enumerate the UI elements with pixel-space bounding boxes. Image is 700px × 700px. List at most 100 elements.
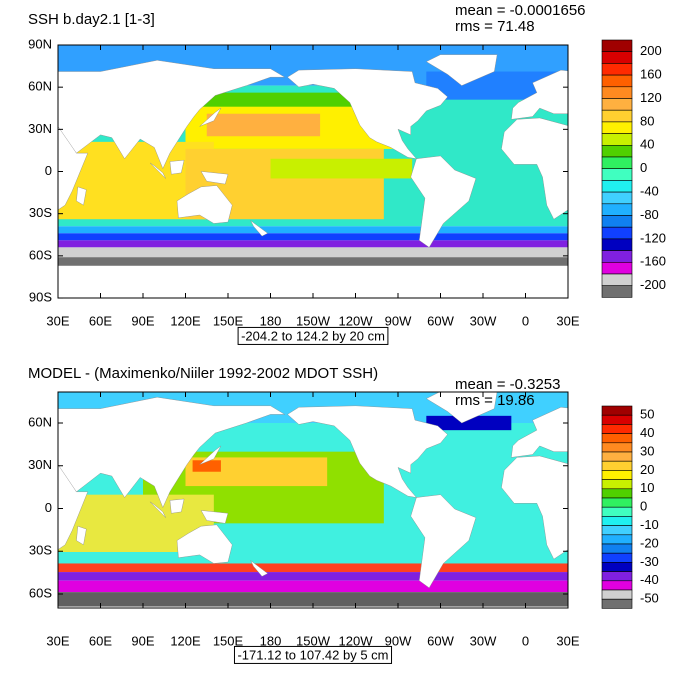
- lon-label: 120E: [170, 633, 201, 648]
- colorbar-box: [601, 180, 633, 193]
- colorbar-box: [601, 156, 633, 169]
- range-box: [233, 645, 393, 664]
- colorbar-box: [601, 74, 633, 88]
- colorbar-box: [601, 580, 633, 591]
- colorbar-box: [601, 598, 633, 609]
- lon-label: 30E: [556, 313, 579, 328]
- colorbar-box: [601, 285, 633, 298]
- colorbar-label: 200: [640, 43, 662, 58]
- lat-label: 60N: [28, 414, 52, 429]
- colorbar-label: 40: [640, 137, 654, 152]
- colorbar-label: 40: [640, 425, 654, 440]
- colorbar-label: 10: [640, 480, 654, 495]
- colorbar-box: [601, 451, 633, 462]
- colorbar-box: [601, 98, 633, 111]
- colorbar-box: [601, 460, 633, 471]
- lon-label: 90E: [131, 313, 154, 328]
- lon-label: 150W: [296, 313, 331, 328]
- panel-title: MODEL - (Maximenko/Niiler 1992-2002 MDOT…: [28, 365, 378, 382]
- colorbar-label: 30: [640, 443, 654, 458]
- rms-label: rms = 19.86: [455, 392, 535, 409]
- lon-label: 180: [260, 313, 282, 328]
- colorbar-box: [601, 433, 633, 444]
- colorbar-box: [601, 516, 633, 526]
- range-label: -204.2 to 124.2 by 20 cm: [241, 328, 385, 343]
- colorbar-label: 120: [640, 90, 662, 105]
- colorbar-box: [601, 497, 633, 508]
- colorbar-label: -120: [640, 230, 666, 245]
- colorbar-label: -40: [640, 184, 659, 199]
- lon-label: 120W: [339, 313, 374, 328]
- colorbar-box: [601, 145, 633, 158]
- colorbar-box: [601, 203, 633, 216]
- colorbar-box: [601, 238, 633, 251]
- lon-label: 30E: [556, 633, 579, 648]
- colorbar-label: -30: [640, 554, 659, 569]
- colorbar-label: 50: [640, 407, 654, 422]
- colorbar-label: 80: [640, 113, 654, 128]
- colorbar-box: [601, 191, 633, 205]
- colorbar-box: [601, 488, 633, 499]
- lon-label: 150E: [213, 633, 244, 648]
- rms-label: rms = 71.48: [455, 18, 535, 35]
- colorbar-box: [601, 86, 633, 99]
- lon-label: 90W: [385, 313, 412, 328]
- colorbar-box: [601, 133, 633, 146]
- colorbar-box: [601, 226, 633, 240]
- map-2: [58, 392, 568, 608]
- colorbar-box: [601, 273, 633, 286]
- colorbar-box: [601, 562, 633, 572]
- colorbar-box: [601, 442, 633, 453]
- colorbar-box: [601, 51, 633, 64]
- colorbar-box: [601, 589, 633, 600]
- mean-label: mean = -0.0001656: [455, 2, 586, 19]
- map-1: [58, 45, 568, 298]
- lon-label: 30W: [470, 633, 497, 648]
- colorbar-label: -40: [640, 572, 659, 587]
- lat-label: 60N: [28, 79, 52, 94]
- lat-label: 0: [45, 500, 52, 515]
- lat-label: 60S: [29, 247, 52, 262]
- lat-label: 60S: [29, 585, 52, 600]
- lat-label: 0: [45, 163, 52, 178]
- colorbar-box: [601, 543, 633, 554]
- colorbar-box: [601, 525, 633, 536]
- lon-label: 150E: [213, 313, 244, 328]
- colorbar-label: 20: [640, 462, 654, 477]
- lon-label: 30E: [46, 633, 69, 648]
- mean-label: mean = -0.3253: [455, 376, 561, 393]
- colorbar-label: -20: [640, 535, 659, 550]
- colorbar-box: [601, 470, 633, 480]
- colorbar-label: 0: [640, 499, 647, 514]
- colorbar-box: [601, 261, 633, 275]
- lon-label: 30E: [46, 313, 69, 328]
- colorbar-box: [601, 534, 633, 545]
- colorbar-label: -50: [640, 591, 659, 606]
- lat-label: 90N: [28, 36, 52, 51]
- colorbar-box: [601, 168, 633, 181]
- colorbar-box: [601, 250, 633, 263]
- panel-title: SSH b.day2.1 [1-3]: [28, 11, 155, 28]
- colorbar-label: -80: [640, 207, 659, 222]
- colorbar-box: [601, 552, 633, 563]
- lon-label: 120E: [170, 313, 201, 328]
- range-label: -171.12 to 107.42 by 5 cm: [237, 647, 388, 662]
- lon-label: 30W: [470, 313, 497, 328]
- colorbar-box: [601, 405, 633, 416]
- lat-label: 30S: [29, 543, 52, 558]
- colorbar-box: [601, 424, 633, 434]
- lon-label: 60E: [89, 313, 112, 328]
- lon-label: 120W: [339, 633, 374, 648]
- lon-label: 0: [522, 313, 529, 328]
- lon-label: 150W: [296, 633, 331, 648]
- lat-label: 30N: [28, 121, 52, 136]
- colorbar-box: [601, 479, 633, 490]
- lat-label: 30N: [28, 457, 52, 472]
- colorbar-box: [601, 63, 633, 76]
- colorbar-box: [601, 506, 633, 517]
- colorbar-label: -160: [640, 254, 666, 269]
- lon-label: 180: [260, 633, 282, 648]
- lon-label: 60W: [427, 633, 454, 648]
- range-box: [237, 326, 389, 345]
